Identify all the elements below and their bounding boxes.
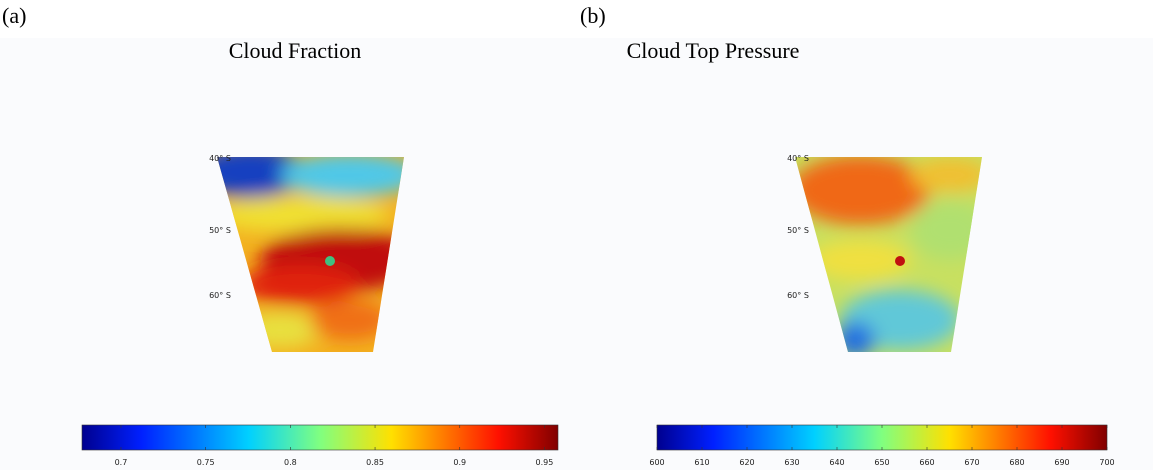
panel-label: (a) xyxy=(2,3,26,28)
latitude-label: 60° S xyxy=(209,291,231,300)
colorbar-tick-label: 0.8 xyxy=(284,458,297,467)
latitude-label: 40° S xyxy=(787,154,809,163)
panel-label: (b) xyxy=(580,3,606,28)
colorbar-tick-label: 650 xyxy=(874,458,889,467)
colorbar-tick-label: 670 xyxy=(964,458,979,467)
colorbar-tick-label: 630 xyxy=(784,458,799,467)
colorbar-tick-label: 0.95 xyxy=(536,458,554,467)
colorbar xyxy=(82,425,558,450)
panel-title: Cloud Fraction xyxy=(229,38,362,63)
colorbar-tick-label: 680 xyxy=(1009,458,1024,467)
colorbar-tick-label: 0.85 xyxy=(366,458,384,467)
figure: (a) Cloud Fraction 40° S 50° S 60° S 0.7 0.75 0… xyxy=(0,0,1153,470)
colorbar-tick-label: 700 xyxy=(1099,458,1114,467)
latitude-label: 40° S xyxy=(209,154,231,163)
colorbar-tick-label: 610 xyxy=(694,458,709,467)
colorbar-tick-label: 620 xyxy=(739,458,754,467)
colorbar-tick-label: 660 xyxy=(919,458,934,467)
colorbar-tick-label: 0.7 xyxy=(115,458,128,467)
colorbar-tick-label: 690 xyxy=(1054,458,1069,467)
panel-title: Cloud Top Pressure xyxy=(627,38,800,63)
colorbar-tick-label: 0.75 xyxy=(197,458,215,467)
colorbar-tick-label: 0.9 xyxy=(453,458,466,467)
colorbar-tick-label: 600 xyxy=(649,458,664,467)
colorbar xyxy=(657,425,1107,450)
latitude-label: 50° S xyxy=(209,226,231,235)
latitude-label: 60° S xyxy=(787,291,809,300)
plot-background xyxy=(0,38,1153,470)
latitude-label: 50° S xyxy=(787,226,809,235)
colorbar-tick-label: 640 xyxy=(829,458,844,467)
